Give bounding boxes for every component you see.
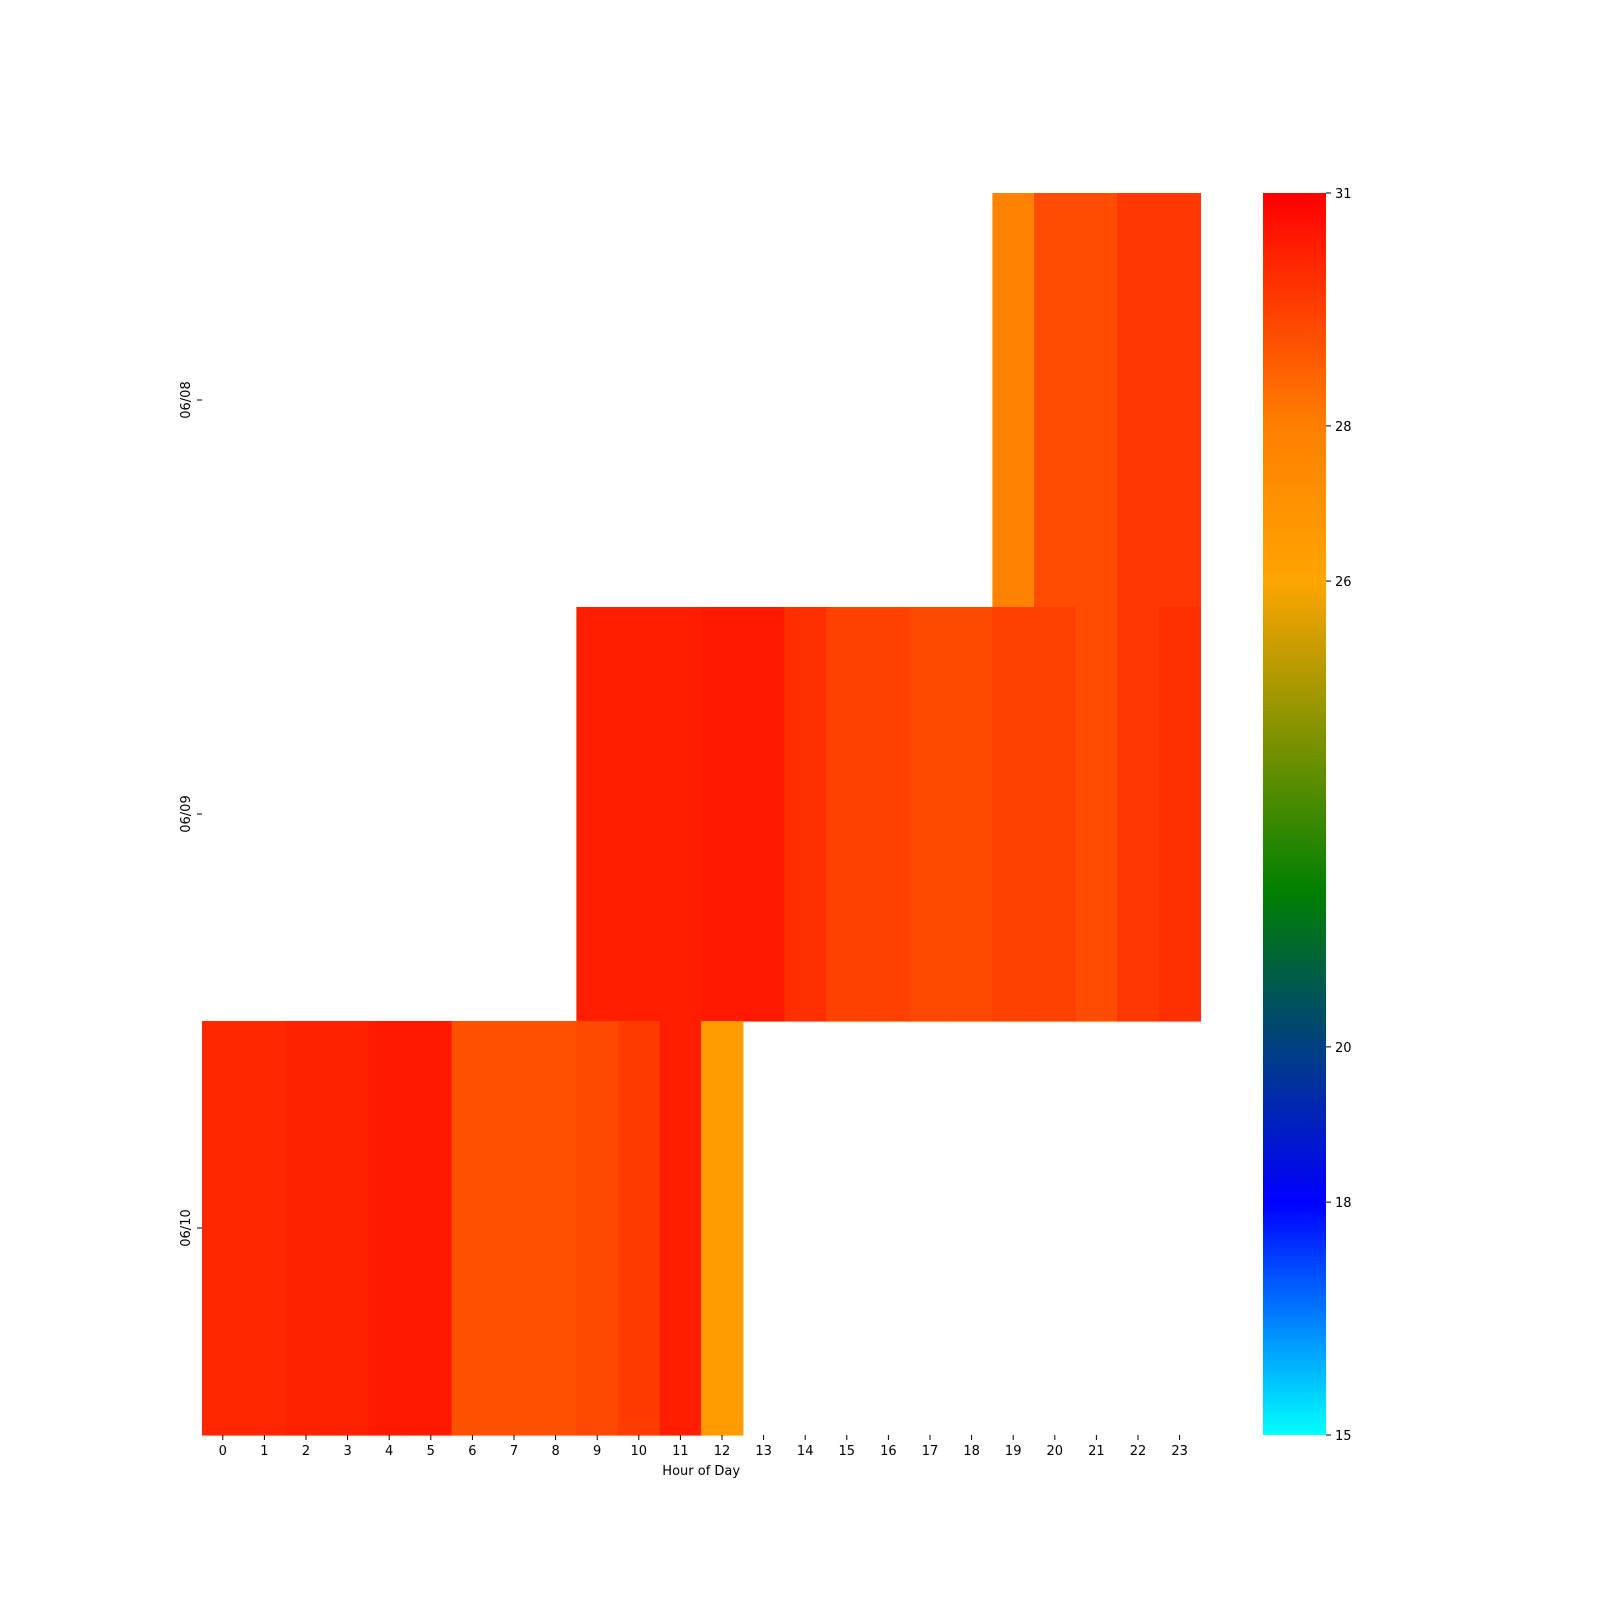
heatmap-cell [701, 1021, 744, 1436]
x-tick-label: 10 [631, 1444, 648, 1459]
x-tick-label: 14 [797, 1444, 814, 1459]
heatmap-cell [742, 607, 785, 1022]
heatmap-cell [576, 1021, 619, 1436]
heatmap-cell [1158, 193, 1201, 608]
colorbar: 15 18 20 26 28 31 [1263, 187, 1352, 1444]
x-axis: 0 1 2 3 4 5 6 7 8 9 10 11 12 13 14 15 16 17 18 19 20 21 22 23 [219, 1435, 1188, 1459]
x-tick-label: 4 [385, 1444, 393, 1459]
colorbar-tick-label: 15 [1335, 1429, 1352, 1444]
x-tick-label: 23 [1171, 1444, 1188, 1459]
heatmap-cell [701, 607, 744, 1022]
x-tick-label: 17 [922, 1444, 939, 1459]
heatmap-cell [950, 607, 993, 1022]
heatmap-cell [618, 607, 661, 1022]
x-tick-label: 21 [1088, 1444, 1105, 1459]
heatmap-cell [1075, 607, 1118, 1022]
y-tick-label: 06/08 [179, 381, 194, 418]
x-tick-label: 0 [219, 1444, 227, 1459]
y-tick-label: 06/10 [179, 1209, 194, 1246]
heatmap-cell [534, 1021, 577, 1436]
colorbar-tick-label: 20 [1335, 1041, 1352, 1056]
x-tick-label: 3 [343, 1444, 351, 1459]
heatmap-cell [326, 1021, 369, 1436]
heatmap-cell [826, 607, 869, 1022]
heatmap-cell [1075, 193, 1118, 608]
x-tick-label: 18 [963, 1444, 980, 1459]
x-tick-label: 11 [672, 1444, 689, 1459]
x-tick-label: 20 [1047, 1444, 1064, 1459]
colorbar-tick-label: 18 [1335, 1196, 1352, 1211]
heatmap-cells [202, 193, 1201, 1436]
heatmap-cell [992, 193, 1035, 608]
heatmap-cell [909, 607, 952, 1022]
x-tick-label: 7 [510, 1444, 518, 1459]
colorbar-gradient [1263, 193, 1326, 1435]
x-axis-label: Hour of Day [662, 1464, 740, 1479]
x-tick-label: 8 [551, 1444, 559, 1459]
x-tick-label: 19 [1005, 1444, 1022, 1459]
heatmap-cell [784, 607, 827, 1022]
x-tick-label: 6 [468, 1444, 476, 1459]
heatmap-cell [659, 607, 702, 1022]
heatmap-cell [493, 1021, 536, 1436]
heatmap-cell [1034, 193, 1077, 608]
y-tick-label: 06/09 [179, 795, 194, 832]
colorbar-tick-label: 26 [1335, 575, 1352, 590]
x-tick-label: 15 [839, 1444, 856, 1459]
x-tick-label: 13 [755, 1444, 772, 1459]
heatmap-cell [243, 1021, 286, 1436]
colorbar-ticks: 15 18 20 26 28 31 [1326, 187, 1352, 1444]
x-tick-label: 1 [260, 1444, 268, 1459]
x-tick-label: 16 [880, 1444, 897, 1459]
heatmap-cell [451, 1021, 494, 1436]
heatmap-cell [576, 607, 619, 1022]
x-tick-label: 12 [714, 1444, 731, 1459]
heatmap-cell [992, 607, 1035, 1022]
colorbar-tick-label: 31 [1335, 187, 1352, 202]
colorbar-tick-label: 28 [1335, 420, 1352, 435]
heatmap-cell [1117, 193, 1160, 608]
x-tick-label: 2 [302, 1444, 310, 1459]
heatmap-cell [867, 607, 910, 1022]
heatmap-cell [368, 1021, 411, 1436]
heatmap-cell [659, 1021, 702, 1436]
heatmap-cell [618, 1021, 661, 1436]
x-tick-label: 9 [593, 1444, 601, 1459]
x-tick-label: 22 [1130, 1444, 1147, 1459]
heatmap-cell [1034, 607, 1077, 1022]
heatmap-cell [1158, 607, 1201, 1022]
heatmap-cell [285, 1021, 328, 1436]
y-axis: 06/08 06/09 06/10 [179, 381, 202, 1247]
heatmap-cell [410, 1021, 453, 1436]
heatmap-cell [202, 1021, 245, 1436]
x-tick-label: 5 [427, 1444, 435, 1459]
heatmap-cell [1117, 607, 1160, 1022]
